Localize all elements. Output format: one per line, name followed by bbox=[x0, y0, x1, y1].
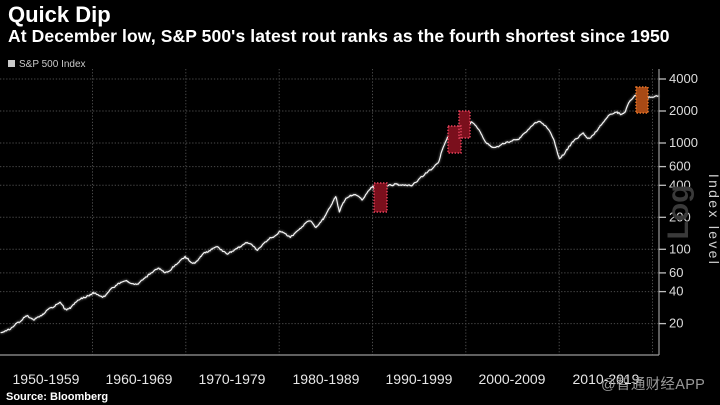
svg-text:1950-1959: 1950-1959 bbox=[13, 371, 80, 387]
svg-text:2000-2009: 2000-2009 bbox=[479, 371, 546, 387]
svg-text:1980-1989: 1980-1989 bbox=[293, 371, 360, 387]
svg-text:1960-1969: 1960-1969 bbox=[106, 371, 173, 387]
svg-text:1990-1999: 1990-1999 bbox=[386, 371, 453, 387]
svg-text:1970-1979: 1970-1979 bbox=[199, 371, 266, 387]
